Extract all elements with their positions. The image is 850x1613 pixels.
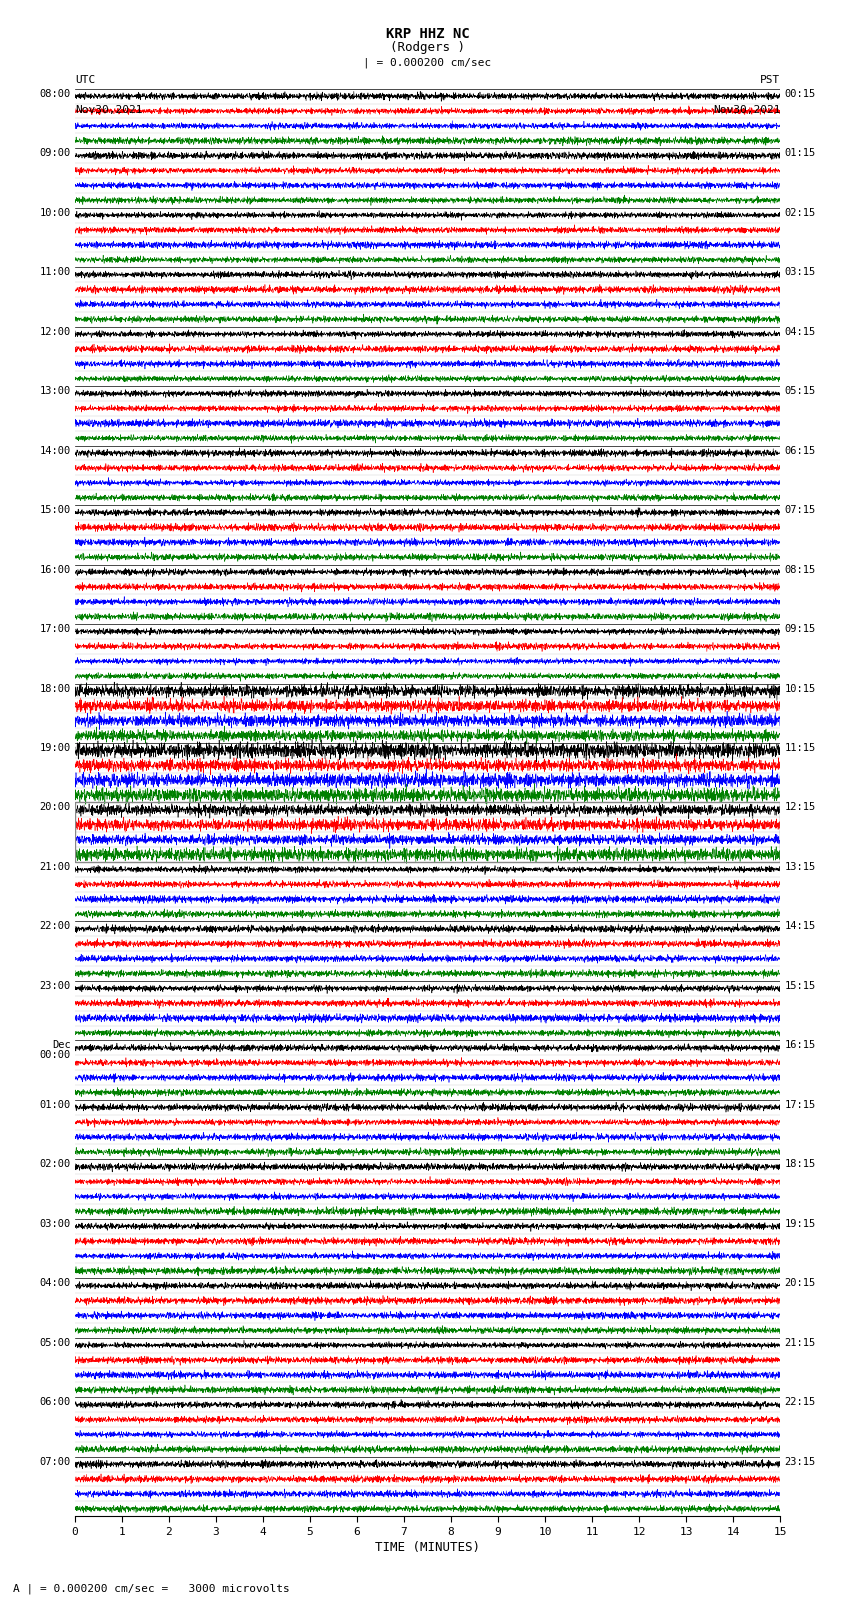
Text: A | = 0.000200 cm/sec =   3000 microvolts: A | = 0.000200 cm/sec = 3000 microvolts: [13, 1582, 290, 1594]
Text: 06:00: 06:00: [39, 1397, 71, 1407]
Text: KRP HHZ NC: KRP HHZ NC: [386, 27, 469, 40]
Text: 22:15: 22:15: [785, 1397, 816, 1407]
Text: 05:00: 05:00: [39, 1337, 71, 1348]
Text: 01:15: 01:15: [785, 148, 816, 158]
Text: 18:00: 18:00: [39, 684, 71, 694]
Text: 08:15: 08:15: [785, 565, 816, 574]
Text: 10:00: 10:00: [39, 208, 71, 218]
Text: | = 0.000200 cm/sec: | = 0.000200 cm/sec: [364, 56, 491, 68]
Text: 06:15: 06:15: [785, 445, 816, 455]
Text: 12:00: 12:00: [39, 326, 71, 337]
Text: 21:15: 21:15: [785, 1337, 816, 1348]
Bar: [75, 803, 780, 861]
Text: 00:15: 00:15: [785, 89, 816, 98]
Text: 09:00: 09:00: [39, 148, 71, 158]
Text: UTC: UTC: [75, 76, 95, 85]
Text: (Rodgers ): (Rodgers ): [390, 40, 465, 53]
Text: Nov30,2021: Nov30,2021: [713, 105, 780, 115]
Text: 13:15: 13:15: [785, 861, 816, 873]
Text: 20:15: 20:15: [785, 1277, 816, 1289]
Text: 15:00: 15:00: [39, 505, 71, 515]
X-axis label: TIME (MINUTES): TIME (MINUTES): [375, 1540, 480, 1553]
Text: 14:00: 14:00: [39, 445, 71, 455]
Text: 16:00: 16:00: [39, 565, 71, 574]
Text: 16:15: 16:15: [785, 1040, 816, 1050]
Text: 13:00: 13:00: [39, 386, 71, 397]
Text: 09:15: 09:15: [785, 624, 816, 634]
Text: 19:15: 19:15: [785, 1219, 816, 1229]
Text: 05:15: 05:15: [785, 386, 816, 397]
Text: 21:00: 21:00: [39, 861, 71, 873]
Text: 20:00: 20:00: [39, 803, 71, 813]
Text: 03:00: 03:00: [39, 1219, 71, 1229]
Text: 14:15: 14:15: [785, 921, 816, 931]
Text: PST: PST: [760, 76, 780, 85]
Text: Dec
00:00: Dec 00:00: [39, 1040, 71, 1060]
Text: 19:00: 19:00: [39, 744, 71, 753]
Text: 11:15: 11:15: [785, 744, 816, 753]
Text: 10:15: 10:15: [785, 684, 816, 694]
Text: 17:00: 17:00: [39, 624, 71, 634]
Text: 23:15: 23:15: [785, 1457, 816, 1466]
Text: 07:00: 07:00: [39, 1457, 71, 1466]
Text: 01:00: 01:00: [39, 1100, 71, 1110]
Text: 02:00: 02:00: [39, 1160, 71, 1169]
Text: 23:00: 23:00: [39, 981, 71, 990]
Text: 03:15: 03:15: [785, 268, 816, 277]
Text: 07:15: 07:15: [785, 505, 816, 515]
Text: 08:00: 08:00: [39, 89, 71, 98]
Text: 17:15: 17:15: [785, 1100, 816, 1110]
Text: 15:15: 15:15: [785, 981, 816, 990]
Text: 02:15: 02:15: [785, 208, 816, 218]
Text: 22:00: 22:00: [39, 921, 71, 931]
Text: Nov30,2021: Nov30,2021: [75, 105, 142, 115]
Text: 18:15: 18:15: [785, 1160, 816, 1169]
Text: 04:00: 04:00: [39, 1277, 71, 1289]
Text: 12:15: 12:15: [785, 803, 816, 813]
Text: 04:15: 04:15: [785, 326, 816, 337]
Text: 11:00: 11:00: [39, 268, 71, 277]
